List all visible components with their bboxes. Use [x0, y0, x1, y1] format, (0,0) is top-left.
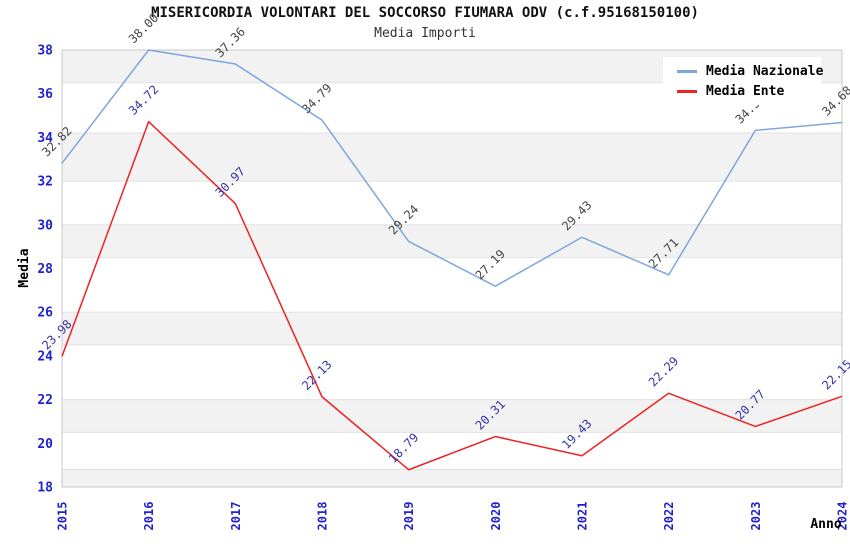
x-tick-label: 2016 [142, 502, 156, 531]
point-label-media-ente: 22.29 [646, 354, 681, 389]
y-tick-label: 30 [37, 218, 53, 233]
series-line-media-ente [61, 120, 843, 471]
x-tick-label: 2015 [56, 502, 70, 531]
y-tick-label: 32 [37, 175, 53, 190]
x-tick-label: 2024 [836, 502, 850, 531]
grid-band [62, 312, 842, 345]
chart-title: MISERICORDIA VOLONTARI DEL SOCCORSO FIUM… [151, 5, 699, 21]
y-axis-title: Media [17, 248, 32, 287]
line-swatch-media-ente [677, 89, 697, 93]
line-swatch-media-nazionale [677, 69, 697, 73]
point-label-media-ente: 22.15 [819, 357, 850, 392]
grid-band [62, 399, 842, 433]
x-tick-label: 2020 [489, 502, 503, 531]
y-tick-label: 20 [37, 437, 53, 452]
point-label-media-nazionale: 34.79 [299, 81, 334, 116]
point-label-media-ente: 18.79 [386, 430, 421, 465]
x-tick-label: 2022 [662, 502, 676, 531]
y-tick-label: 36 [37, 87, 53, 102]
grid-band [62, 224, 842, 258]
y-tick-label: 18 [37, 481, 53, 496]
point-label-media-nazionale: 38.00 [126, 11, 161, 46]
y-tick-label: 26 [37, 306, 53, 321]
legend-item-media-ente: Media Ente [663, 81, 821, 101]
legend-label-media-ente: Media Ente [706, 83, 785, 99]
grid-band [62, 133, 842, 182]
point-label-media-ente: 34.72 [126, 82, 161, 117]
y-tick-label: 38 [37, 44, 53, 59]
y-tick-label: 22 [37, 393, 53, 408]
x-tick-label: 2023 [749, 502, 763, 531]
x-tick-label: 2018 [316, 502, 330, 531]
x-tick-label: 2021 [576, 502, 590, 531]
plot-border [61, 49, 843, 488]
grid-band [62, 469, 842, 487]
x-tick-label: 2017 [229, 502, 243, 531]
legend-item-media-nazionale: Media Nazionale [663, 61, 824, 81]
y-tick-label: 34 [37, 131, 53, 146]
chart-subtitle: Media Importi [374, 26, 476, 41]
y-tick-label: 28 [37, 262, 53, 277]
legend: Media Nazionale Media Ente [663, 57, 824, 105]
legend-label-media-nazionale: Media Nazionale [706, 63, 824, 79]
point-label-media-nazionale: 34.68 [819, 83, 850, 118]
point-label-media-ente: 22.13 [299, 357, 334, 392]
series-line-media-nazionale [61, 49, 843, 287]
x-tick-label: 2019 [402, 502, 416, 531]
x-axis-title: Anno [810, 517, 841, 532]
y-tick-label: 24 [37, 349, 53, 364]
